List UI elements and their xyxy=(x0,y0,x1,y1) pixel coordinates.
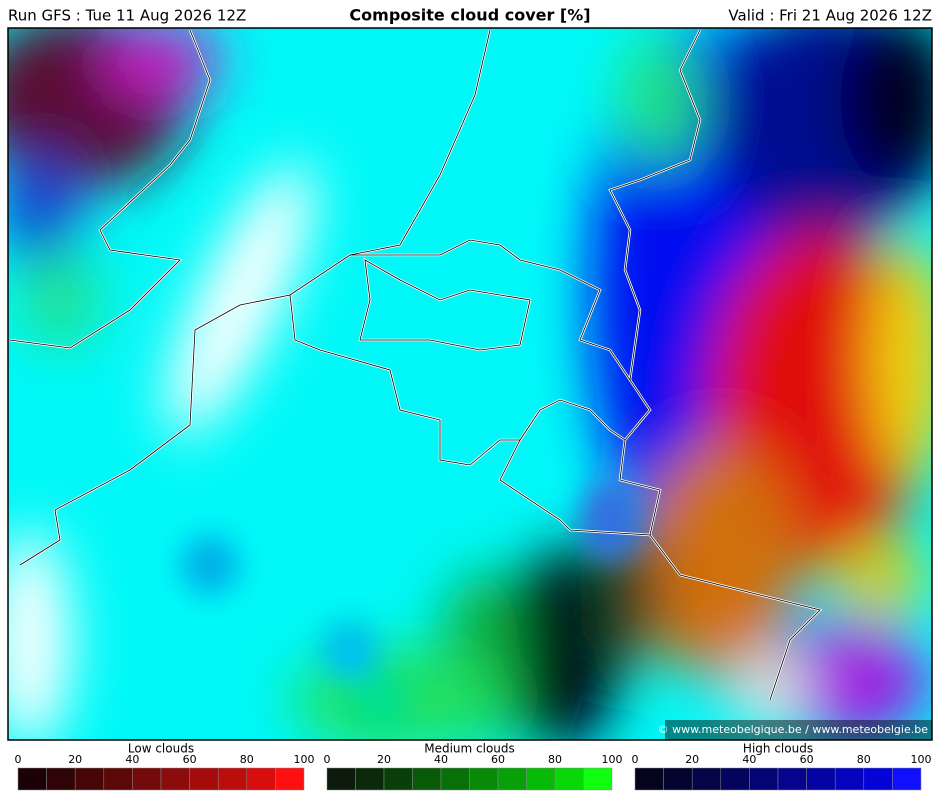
legend-tick-label: 100 xyxy=(294,753,315,766)
legend-tick-label: 20 xyxy=(685,753,699,766)
color-swatch xyxy=(103,767,133,791)
legend-tick-label: 40 xyxy=(434,753,448,766)
color-swatch xyxy=(583,767,613,791)
run-label: Run GFS : Tue 11 Aug 2026 12Z xyxy=(8,7,246,25)
color-swatch xyxy=(189,767,219,791)
legend-title: High clouds xyxy=(743,742,813,756)
legend-tick-label: 80 xyxy=(240,753,254,766)
color-swatch xyxy=(892,767,922,791)
color-swatch xyxy=(74,767,105,791)
legend-tick-label: 60 xyxy=(800,753,814,766)
color-swatch xyxy=(663,767,693,791)
map-title: Composite cloud cover [%] xyxy=(349,6,590,25)
color-swatch xyxy=(440,767,470,791)
color-swatch xyxy=(246,767,276,791)
color-swatch xyxy=(720,767,750,791)
legend-tick-label: 0 xyxy=(324,753,331,766)
legend-title: Low clouds xyxy=(128,742,194,756)
color-swatch xyxy=(469,767,499,791)
color-swatch xyxy=(554,767,584,791)
valid-label: Valid : Fri 21 Aug 2026 12Z xyxy=(728,7,932,25)
color-swatch xyxy=(634,767,664,791)
color-swatch xyxy=(132,767,162,791)
color-swatch xyxy=(355,767,385,791)
legend-tick-label: 0 xyxy=(632,753,639,766)
color-swatch xyxy=(160,767,190,791)
color-swatch xyxy=(326,767,356,791)
color-swatch xyxy=(412,767,442,791)
color-swatch xyxy=(275,767,305,791)
legend-tick-label: 20 xyxy=(377,753,391,766)
color-swatch xyxy=(383,767,413,791)
color-swatch xyxy=(217,767,248,791)
color-swatch xyxy=(749,767,779,791)
legend-tick-label: 40 xyxy=(125,753,139,766)
legend-tick-label: 60 xyxy=(491,753,505,766)
color-swatch xyxy=(777,767,807,791)
color-swatch xyxy=(526,767,556,791)
color-swatch xyxy=(17,767,47,791)
color-swatch xyxy=(46,767,76,791)
legend-tick-label: 0 xyxy=(15,753,22,766)
map-frame xyxy=(7,27,933,741)
legend-title: Medium clouds xyxy=(424,742,515,756)
legend-tick-label: 80 xyxy=(857,753,871,766)
legend-tick-label: 80 xyxy=(548,753,562,766)
legend-tick-label: 40 xyxy=(742,753,756,766)
legend-tick-label: 20 xyxy=(68,753,82,766)
credit: © www.meteobelgique.be / www.meteobelgie… xyxy=(658,723,929,736)
cloud-map: © www.meteobelgique.be / www.meteobelgie… xyxy=(8,28,932,740)
color-swatch xyxy=(691,767,722,791)
color-swatch xyxy=(806,767,836,791)
color-swatch xyxy=(834,767,865,791)
color-swatch xyxy=(497,767,527,791)
legend-tick-label: 100 xyxy=(911,753,932,766)
color-swatch xyxy=(863,767,893,791)
legend-tick-label: 60 xyxy=(183,753,197,766)
legend-tick-label: 100 xyxy=(602,753,623,766)
